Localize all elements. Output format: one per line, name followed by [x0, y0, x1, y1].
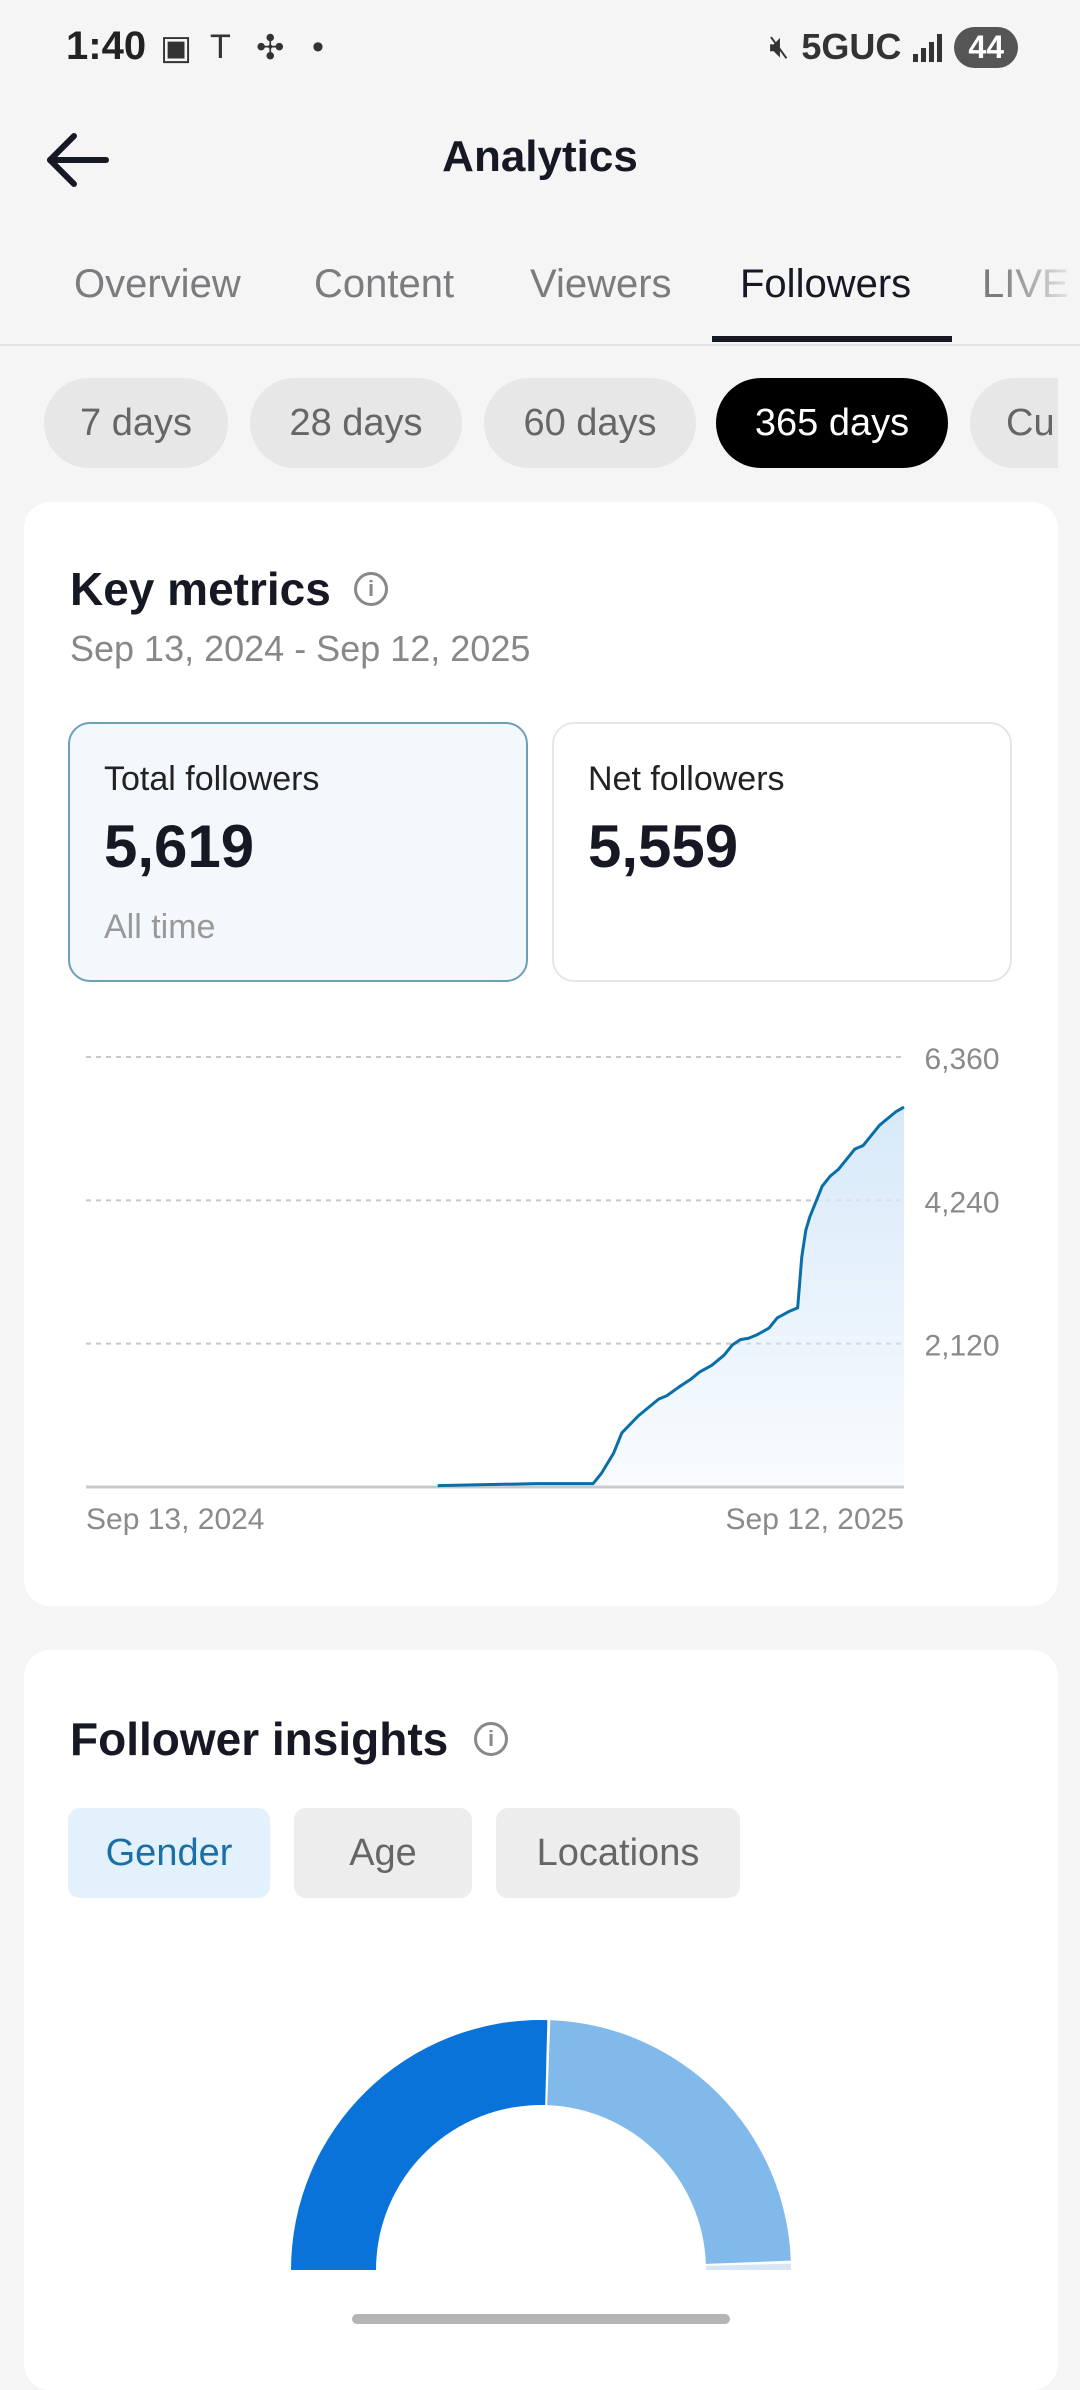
tesla-icon: T [210, 28, 231, 66]
insights-info-icon[interactable]: i [474, 1722, 508, 1756]
area-fill [437, 1107, 904, 1487]
signal-icon [913, 32, 943, 62]
key-metrics-card: Key metrics i Sep 13, 2024 - Sep 12, 202… [24, 502, 1058, 1606]
follower-insights-card: Follower insights i Gender Age Locations [24, 1650, 1058, 2390]
total-followers-value: 5,619 [104, 813, 255, 880]
status-time: 1:40 [66, 24, 147, 68]
x-tick-label: Sep 12, 2025 [726, 1503, 905, 1536]
date-range: Sep 13, 2024 - Sep 12, 2025 [70, 628, 531, 669]
net-followers-label: Net followers [588, 760, 785, 798]
back-button[interactable] [44, 130, 114, 190]
arrow-left-icon [47, 133, 109, 187]
mute-icon: 🔇︎ [769, 28, 790, 64]
network-type: 5GUC [801, 26, 902, 67]
insight-tab-locations[interactable]: Locations [496, 1808, 740, 1898]
range-7-days[interactable]: 7 days [44, 378, 228, 468]
info-icon[interactable]: i [354, 572, 388, 606]
x-tick-label: Sep 13, 2024 [86, 1503, 265, 1536]
range-28-days[interactable]: 28 days [250, 378, 462, 468]
y-tick-label: 2,120 [924, 1330, 999, 1363]
active-tab-indicator [712, 336, 952, 342]
app-header: Analytics [0, 110, 1080, 210]
insight-tab-gender[interactable]: Gender [68, 1808, 270, 1898]
total-followers-card[interactable]: Total followers 5,619 All time [68, 722, 528, 982]
y-tick-label: 4,240 [924, 1186, 999, 1219]
status-right: 🔇︎ 5GUC 44 [769, 26, 1018, 68]
tab-viewers[interactable]: Viewers [530, 262, 672, 306]
drone-icon: ✣ [256, 29, 285, 67]
home-indicator[interactable] [352, 2314, 730, 2324]
dot-icon: • [312, 28, 324, 66]
tab-fade [1000, 240, 1080, 340]
tab-followers[interactable]: Followers [740, 262, 912, 306]
range-custom[interactable]: Cu [970, 378, 1058, 468]
screenshot-icon: ▣ [160, 29, 193, 67]
gauge-segment [547, 2020, 791, 2264]
status-bar: 1:40 ▣ T ✣ • 🔇︎ 5GUC 44 [0, 0, 1080, 100]
analytics-tabs: Overview Content Viewers Followers LIVE [0, 240, 1080, 346]
gauge-segment [291, 2020, 548, 2270]
gauge-segment [705, 2263, 791, 2270]
insights-title: Follower insights [70, 1713, 449, 1765]
total-followers-label: Total followers [104, 760, 320, 798]
gender-gauge [291, 2020, 791, 2270]
series-line [437, 1105, 905, 1488]
tab-content[interactable]: Content [314, 262, 455, 306]
followers-chart: 2,120 4,240 6,360 Sep 13, 2024 Sep 12, 2025 [86, 1043, 1000, 1536]
page-title: Analytics [442, 132, 638, 181]
net-followers-value: 5,559 [588, 813, 739, 880]
key-metrics-title: Key metrics [70, 563, 331, 615]
y-tick-label: 6,360 [924, 1043, 999, 1076]
insight-tab-age[interactable]: Age [294, 1808, 472, 1898]
total-followers-sub: All time [104, 908, 216, 946]
range-365-days[interactable]: 365 days [716, 378, 948, 468]
tab-overview[interactable]: Overview [74, 262, 241, 306]
net-followers-card[interactable]: Net followers 5,559 [552, 722, 1012, 982]
battery-indicator: 44 [954, 26, 1018, 68]
range-60-days[interactable]: 60 days [484, 378, 696, 468]
